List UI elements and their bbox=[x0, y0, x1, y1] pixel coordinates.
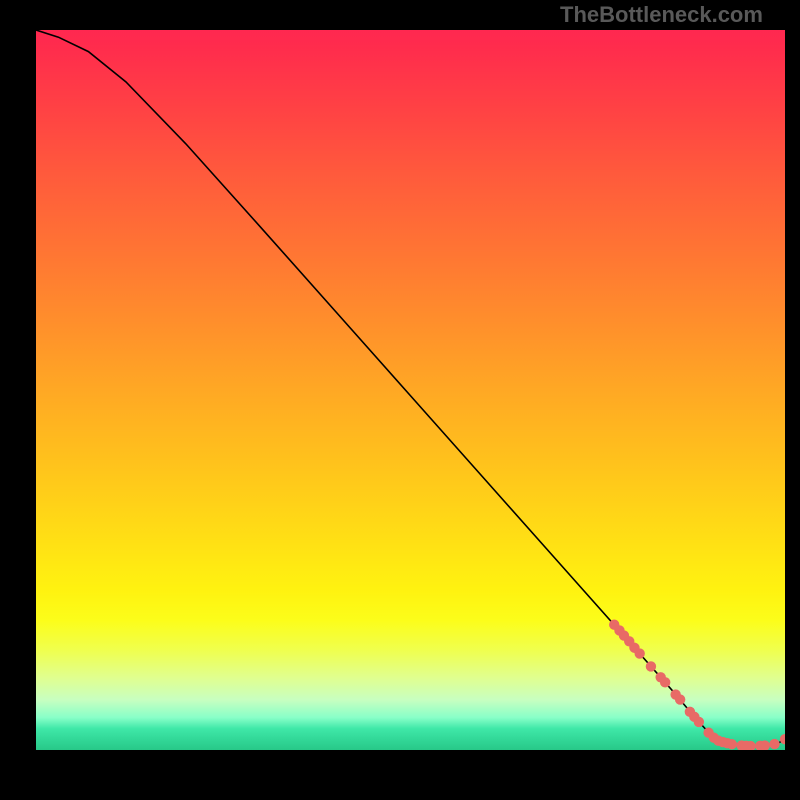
data-marker bbox=[660, 677, 670, 687]
chart-frame bbox=[0, 0, 800, 800]
data-marker bbox=[634, 648, 644, 658]
plot-area bbox=[36, 30, 785, 750]
gradient-background bbox=[36, 30, 785, 750]
chart-svg bbox=[36, 30, 785, 750]
data-marker bbox=[769, 739, 779, 749]
data-marker bbox=[694, 717, 704, 727]
watermark-text: TheBottleneck.com bbox=[560, 2, 763, 28]
data-marker bbox=[675, 694, 685, 704]
data-marker bbox=[646, 661, 656, 671]
data-marker bbox=[727, 739, 737, 749]
